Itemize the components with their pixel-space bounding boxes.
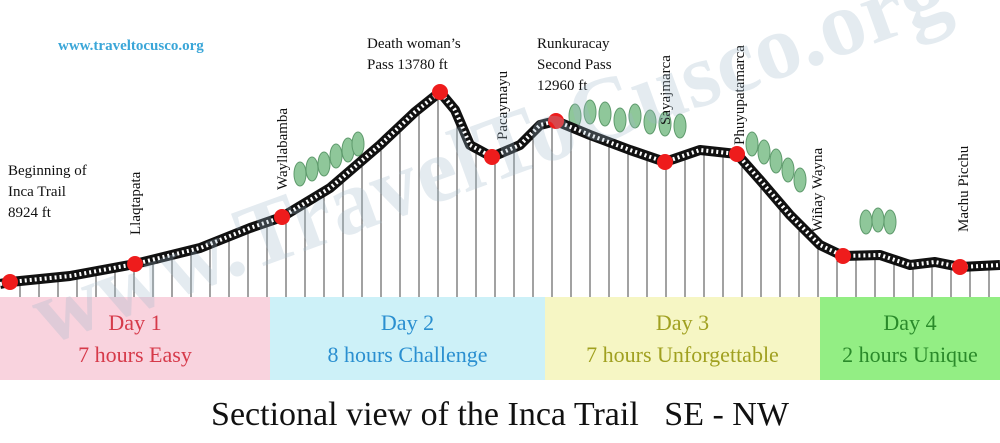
day-desc: 2 hours Unique	[842, 342, 978, 367]
tree	[613, 107, 627, 133]
trail-point	[484, 149, 500, 165]
label-line: 8924 ft	[8, 205, 52, 221]
label-line: Llaqtapata	[128, 171, 144, 235]
tree	[643, 109, 657, 135]
day-label: Day 4	[883, 310, 936, 335]
label-line: Wiñay Wayna	[810, 148, 826, 232]
tree	[305, 156, 319, 182]
label-line: Runkuracay	[537, 36, 610, 52]
title: Sectional view of the Inca Trail SE - NW	[211, 396, 790, 433]
day-desc: 8 hours Challenge	[327, 342, 487, 367]
tree	[871, 207, 885, 233]
label-line: 12960 ft	[537, 78, 588, 94]
tree	[293, 161, 307, 187]
label-line: Wayllabamba	[275, 108, 291, 190]
day-label: Day 1	[108, 310, 161, 335]
point-label: Runkuracay Second Pass 12960 ft	[537, 36, 612, 94]
tree	[769, 148, 783, 174]
label-line: Phuyupatamarca	[732, 45, 748, 145]
label-line: Death woman’s	[367, 36, 461, 52]
point-label: Pacaymayu	[495, 70, 511, 140]
site-url: www.traveltocusco.org	[58, 38, 204, 54]
trail-point	[657, 154, 673, 170]
tree	[351, 131, 365, 157]
label-line: Pacaymayu	[495, 70, 511, 140]
trail-point	[548, 113, 564, 129]
point-label: Machu Picchu	[956, 145, 972, 232]
day-label: Day 3	[656, 310, 709, 335]
trail-point	[952, 259, 968, 275]
tree	[745, 131, 759, 157]
trail-point	[127, 256, 143, 272]
day-band	[820, 297, 1000, 380]
tree	[317, 151, 331, 177]
vertical-lines	[19, 93, 990, 297]
point-label: Beginning of Inca Trail 8924 ft	[8, 163, 87, 221]
trail-point	[835, 248, 851, 264]
tree	[598, 101, 612, 127]
tree	[793, 167, 807, 193]
tree	[329, 143, 343, 169]
point-label: Sayajmarca	[658, 55, 674, 125]
day-bands: Day 1 7 hours Easy Day 2 8 hours Challenge D…	[0, 297, 1000, 380]
day-band	[270, 297, 545, 380]
label-line: Machu Picchu	[956, 145, 972, 232]
trail-point	[274, 209, 290, 225]
tree	[859, 209, 873, 235]
tree	[583, 99, 597, 125]
trail-point	[2, 274, 18, 290]
labels: Beginning of Inca Trail 8924 ft Llaqtapata W…	[8, 36, 972, 235]
label-line: Second Pass	[537, 57, 612, 73]
profile	[0, 84, 1000, 290]
day-desc: 7 hours Easy	[78, 342, 192, 367]
trees	[293, 99, 897, 235]
label-line: Inca Trail	[8, 184, 66, 200]
day-desc: 7 hours Unforgettable	[586, 342, 779, 367]
tree	[757, 139, 771, 165]
day-band	[545, 297, 820, 380]
label-line: Beginning of	[8, 163, 87, 179]
point-label: Death woman’s Pass 13780 ft	[367, 36, 461, 73]
point-label: Wiñay Wayna	[810, 148, 826, 232]
label-line: Pass 13780 ft	[367, 57, 449, 73]
trail-point	[729, 146, 745, 162]
point-label: Phuyupatamarca	[732, 45, 748, 145]
label-line: Sayajmarca	[658, 55, 674, 125]
tree	[628, 103, 642, 129]
tree	[781, 157, 795, 183]
day-label: Day 2	[381, 310, 434, 335]
tree	[883, 209, 897, 235]
day-band	[0, 297, 270, 380]
point-label: Wayllabamba	[275, 108, 291, 190]
point-label: Llaqtapata	[128, 171, 144, 235]
tree	[658, 111, 672, 137]
tree	[673, 113, 687, 139]
trail-point	[432, 84, 448, 100]
